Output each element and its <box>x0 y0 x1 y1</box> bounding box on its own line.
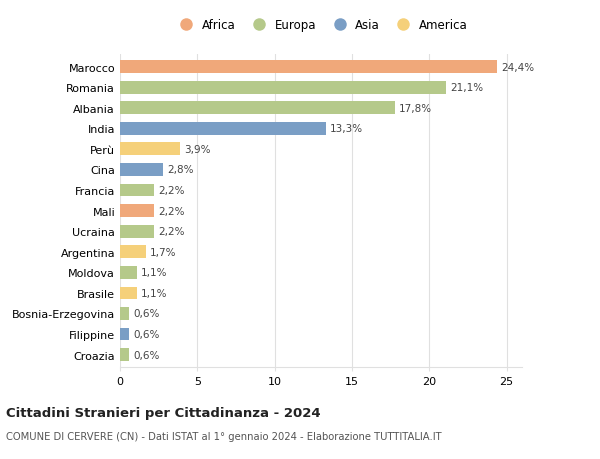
Bar <box>120 287 137 300</box>
Text: 3,9%: 3,9% <box>184 145 211 155</box>
Bar <box>120 205 154 218</box>
Bar <box>120 225 154 238</box>
Bar <box>120 102 395 115</box>
Text: 24,4%: 24,4% <box>501 62 534 73</box>
Text: 2,8%: 2,8% <box>167 165 194 175</box>
Bar <box>120 184 154 197</box>
Bar <box>120 164 163 176</box>
Text: 1,1%: 1,1% <box>141 288 167 298</box>
Legend: Africa, Europa, Asia, America: Africa, Europa, Asia, America <box>170 14 472 37</box>
Bar <box>120 61 497 74</box>
Bar <box>120 123 326 135</box>
Text: 0,6%: 0,6% <box>133 330 160 339</box>
Text: 2,2%: 2,2% <box>158 185 184 196</box>
Text: 0,6%: 0,6% <box>133 350 160 360</box>
Bar <box>120 328 129 341</box>
Bar <box>120 266 137 279</box>
Text: 1,7%: 1,7% <box>150 247 176 257</box>
Text: 13,3%: 13,3% <box>329 124 362 134</box>
Text: 17,8%: 17,8% <box>399 103 432 113</box>
Bar <box>120 348 129 361</box>
Bar <box>120 82 446 94</box>
Bar <box>120 246 146 258</box>
Text: 2,2%: 2,2% <box>158 206 184 216</box>
Bar <box>120 308 129 320</box>
Text: 1,1%: 1,1% <box>141 268 167 278</box>
Text: 0,6%: 0,6% <box>133 309 160 319</box>
Text: Cittadini Stranieri per Cittadinanza - 2024: Cittadini Stranieri per Cittadinanza - 2… <box>6 406 320 419</box>
Text: COMUNE DI CERVERE (CN) - Dati ISTAT al 1° gennaio 2024 - Elaborazione TUTTITALIA: COMUNE DI CERVERE (CN) - Dati ISTAT al 1… <box>6 431 442 442</box>
Text: 2,2%: 2,2% <box>158 227 184 237</box>
Bar <box>120 143 180 156</box>
Text: 21,1%: 21,1% <box>450 83 483 93</box>
